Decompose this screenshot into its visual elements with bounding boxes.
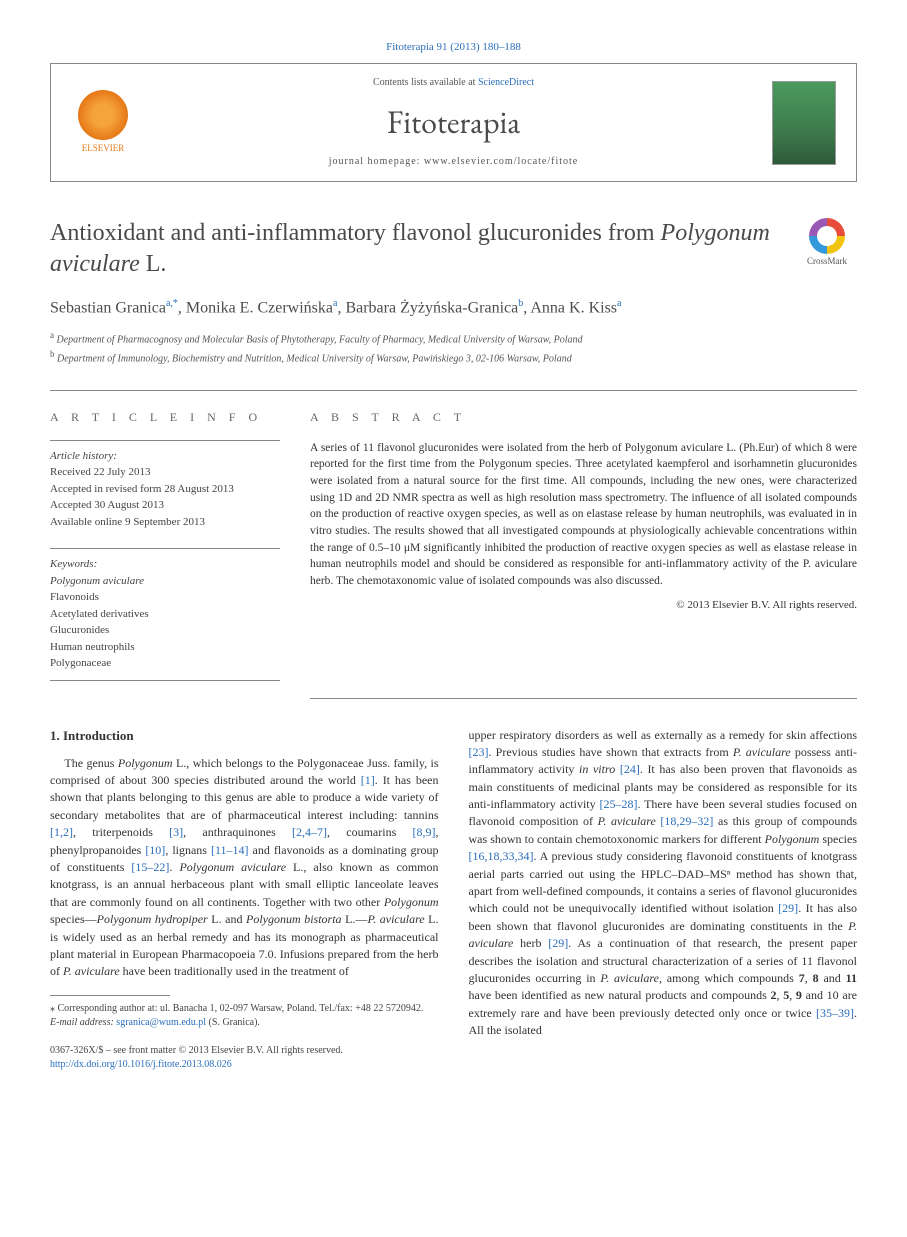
email-label: E-mail address:	[50, 1017, 116, 1028]
keyword-6: Polygonaceae	[50, 655, 280, 672]
ref-10[interactable]: [10]	[145, 843, 165, 857]
elsevier-tree-icon	[78, 90, 128, 140]
intro-paragraph-2: upper respiratory disorders as well as e…	[469, 727, 858, 1040]
journal-reference: Fitoterapia 91 (2013) 180–188	[50, 40, 857, 55]
ref-3[interactable]: [3]	[169, 825, 183, 839]
intro-paragraph-1: The genus Polygonum L., which belongs to…	[50, 755, 439, 981]
journal-header: ELSEVIER Contents lists available at Sci…	[50, 63, 857, 182]
ref-25-28[interactable]: [25–28]	[599, 797, 637, 811]
affiliation-b: Department of Immunology, Biochemistry a…	[57, 353, 572, 364]
footnote-separator	[50, 995, 170, 996]
copyright: © 2013 Elsevier B.V. All rights reserved…	[310, 598, 857, 613]
author-2-aff: a	[333, 298, 337, 309]
keyword-2: Flavonoids	[50, 589, 280, 606]
ref-18-29-32[interactable]: [18,29–32]	[660, 814, 713, 828]
author-4: Anna K. Kiss	[530, 299, 617, 316]
email-link[interactable]: sgranica@wum.edu.pl	[116, 1017, 206, 1028]
author-1-aff: a,	[166, 298, 173, 309]
ref-1-2[interactable]: [1,2]	[50, 825, 73, 839]
doi-link[interactable]: http://dx.doi.org/10.1016/j.fitote.2013.…	[50, 1059, 232, 1070]
crossmark-badge[interactable]: CrossMark	[797, 218, 857, 268]
author-2: Monika E. Czerwińska	[186, 299, 333, 316]
author-1-corr: *	[173, 298, 178, 309]
history-online: Available online 9 September 2013	[50, 514, 280, 531]
author-3-aff: b	[518, 298, 523, 309]
ref-11-14[interactable]: [11–14]	[211, 843, 249, 857]
author-4-aff: a	[617, 298, 621, 309]
section-heading-intro: 1. Introduction	[50, 727, 439, 745]
author-3: Barbara Żyżyńska-Granica	[345, 299, 518, 316]
title-suffix: L.	[140, 251, 167, 277]
journal-cover-thumbnail	[772, 81, 836, 165]
contents-text: Contents lists available at	[373, 77, 478, 88]
ref-1[interactable]: [1]	[361, 773, 375, 787]
abstract-column: A B S T R A C T A series of 11 flavonol …	[310, 409, 857, 699]
journal-homepage: journal homepage: www.elsevier.com/locat…	[135, 155, 772, 169]
abstract-heading: A B S T R A C T	[310, 409, 857, 426]
issn-line: 0367-326X/$ – see front matter © 2013 El…	[50, 1044, 439, 1058]
ref-8-9[interactable]: [8,9]	[413, 825, 436, 839]
sciencedirect-link[interactable]: ScienceDirect	[478, 77, 534, 88]
elsevier-logo: ELSEVIER	[71, 87, 135, 159]
history-label: Article history:	[50, 449, 280, 464]
keyword-3: Acetylated derivatives	[50, 606, 280, 623]
email-suffix: (S. Granica).	[206, 1017, 260, 1028]
corresponding-author-footnote: ⁎ Corresponding author at: ul. Banacha 1…	[50, 1002, 439, 1016]
keyword-4: Glucuronides	[50, 622, 280, 639]
affiliation-a: Department of Pharmacognosy and Molecula…	[57, 335, 583, 346]
ref-23[interactable]: [23]	[469, 745, 489, 759]
abstract-text: A series of 11 flavonol glucuronides wer…	[310, 440, 857, 590]
history-accepted: Accepted 30 August 2013	[50, 497, 280, 514]
affiliations: a Department of Pharmacognosy and Molecu…	[50, 329, 857, 366]
history-received: Received 22 July 2013	[50, 464, 280, 481]
publisher-name: ELSEVIER	[82, 142, 125, 155]
journal-title: Fitoterapia	[135, 100, 772, 145]
article-info-column: A R T I C L E I N F O Article history: R…	[50, 409, 280, 699]
email-footnote: E-mail address: sgranica@wum.edu.pl (S. …	[50, 1016, 439, 1030]
author-1: Sebastian Granica	[50, 299, 166, 316]
ref-16-18-33-34[interactable]: [16,18,33,34]	[469, 849, 534, 863]
authors-list: Sebastian Granicaa,*, Monika E. Czerwińs…	[50, 297, 857, 320]
keyword-5: Human neutrophils	[50, 639, 280, 656]
ref-15-22[interactable]: [15–22]	[131, 860, 169, 874]
keywords-label: Keywords:	[50, 557, 280, 572]
ref-35-39[interactable]: [35–39]	[816, 1006, 854, 1020]
ref-29[interactable]: [29]	[778, 901, 798, 915]
ref-2-4-7[interactable]: [2,4–7]	[292, 825, 327, 839]
ref-24[interactable]: [24]	[620, 762, 640, 776]
bottom-info: 0367-326X/$ – see front matter © 2013 El…	[50, 1044, 439, 1072]
contents-line: Contents lists available at ScienceDirec…	[135, 76, 772, 90]
crossmark-icon	[809, 218, 845, 254]
keyword-1: Polygonum aviculare	[50, 573, 280, 590]
ref-29b[interactable]: [29]	[548, 936, 568, 950]
title-prefix: Antioxidant and anti-inflammatory flavon…	[50, 220, 661, 246]
history-revised: Accepted in revised form 28 August 2013	[50, 481, 280, 498]
crossmark-label: CrossMark	[807, 256, 847, 266]
article-info-heading: A R T I C L E I N F O	[50, 409, 280, 426]
article-title: Antioxidant and anti-inflammatory flavon…	[50, 218, 857, 280]
